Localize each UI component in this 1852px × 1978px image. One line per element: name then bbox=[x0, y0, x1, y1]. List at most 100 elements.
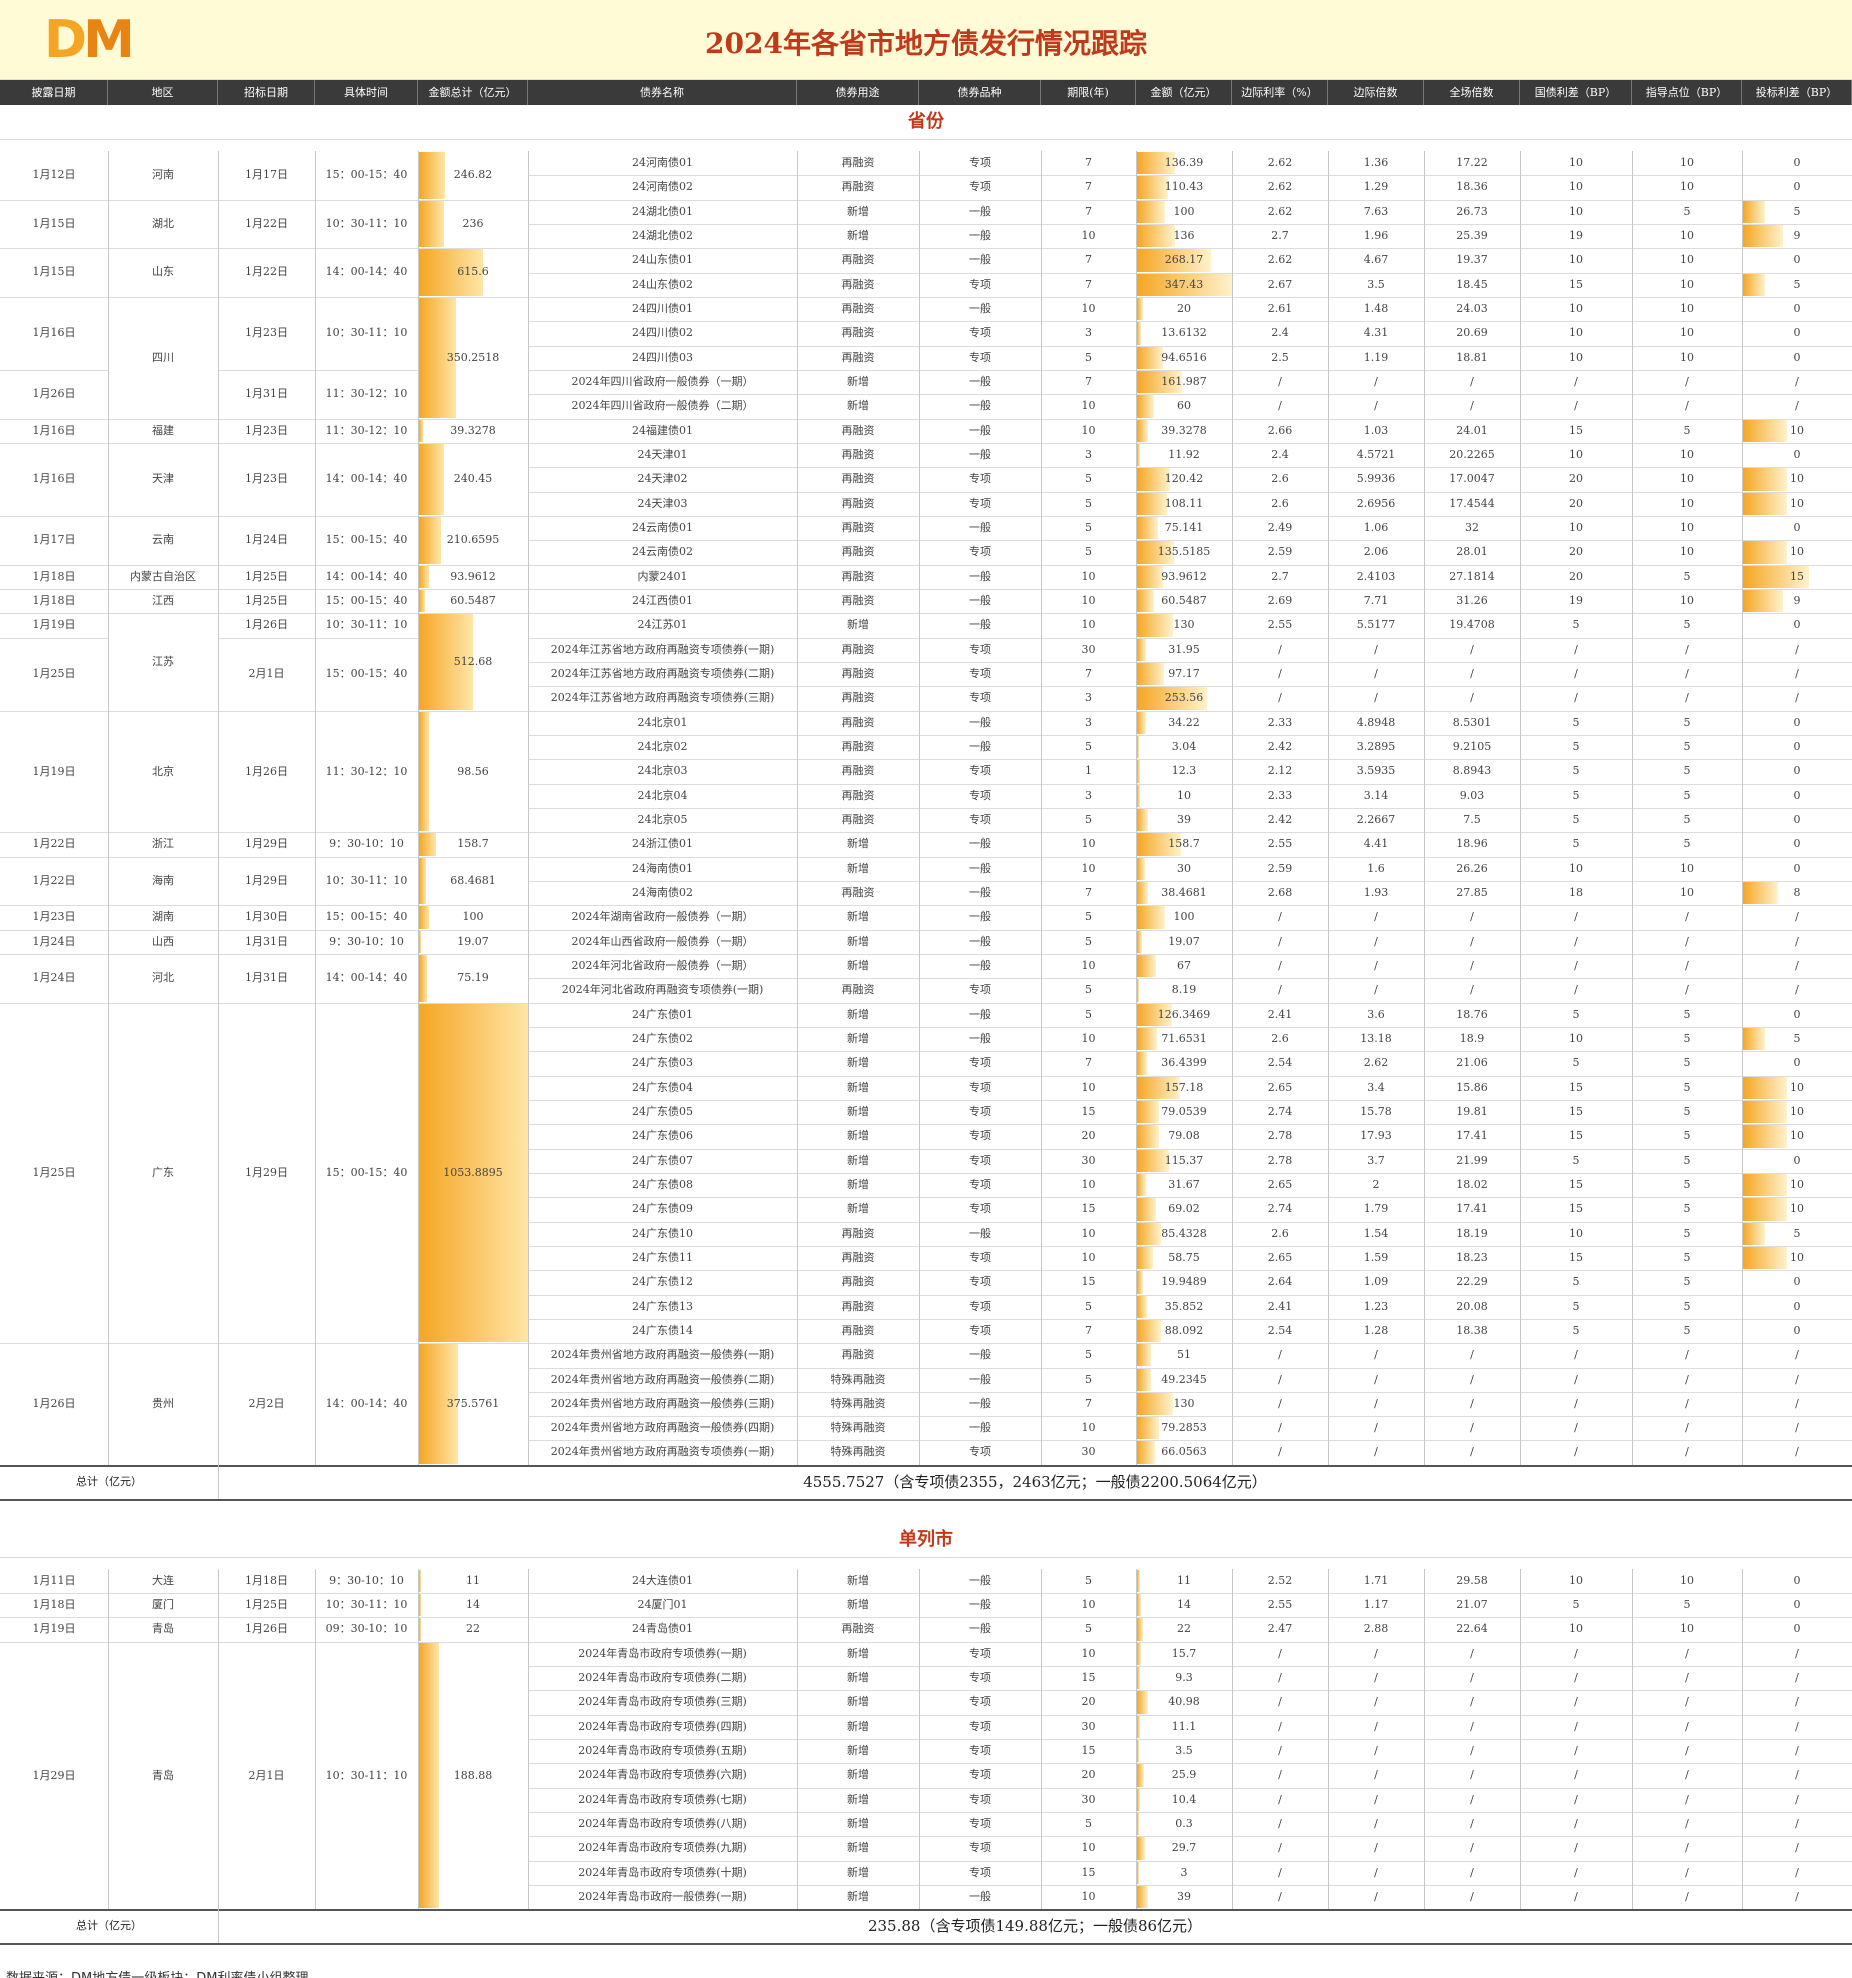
bond-type: 一般 bbox=[969, 739, 991, 753]
row-divider bbox=[218, 1002, 315, 1004]
bond-name: 24天津01 bbox=[637, 447, 688, 461]
marginal-multiple: / bbox=[1374, 1744, 1378, 1758]
guide-point: / bbox=[1685, 1348, 1689, 1362]
marginal-multiple: 1.6 bbox=[1367, 861, 1385, 875]
term-years: 7 bbox=[1085, 1396, 1092, 1410]
bid-spread: / bbox=[1795, 1372, 1799, 1386]
term-years: 1 bbox=[1085, 764, 1092, 778]
region-name: 福建 bbox=[152, 423, 174, 437]
bid-spread: / bbox=[1795, 983, 1799, 997]
region-name: 云南 bbox=[152, 532, 174, 546]
marginal-multiple: / bbox=[1374, 1768, 1378, 1782]
row-divider bbox=[218, 199, 315, 201]
marginal-rate: / bbox=[1278, 642, 1282, 656]
row-divider bbox=[218, 953, 315, 955]
marginal-multiple: / bbox=[1374, 1671, 1378, 1685]
amount: 12.3 bbox=[1171, 764, 1197, 778]
bond-use: 再融资 bbox=[841, 983, 875, 997]
region-name: 青岛 bbox=[152, 1768, 174, 1782]
marginal-rate: / bbox=[1278, 1348, 1282, 1362]
bid-spread: 10 bbox=[1790, 472, 1804, 486]
amount-bar bbox=[1137, 152, 1175, 175]
bond-use: 新增 bbox=[847, 1744, 869, 1758]
marginal-multiple: 17.93 bbox=[1360, 1129, 1392, 1143]
disclosure-date: 1月12日 bbox=[32, 168, 76, 181]
term-years: 30 bbox=[1081, 642, 1096, 656]
bond-type: 一般 bbox=[969, 301, 991, 315]
amount: 60.5487 bbox=[1161, 593, 1207, 607]
column-divider bbox=[108, 1568, 109, 1910]
marginal-rate: / bbox=[1278, 666, 1282, 680]
treasury-spread: 10 bbox=[1569, 326, 1583, 340]
auction-date: 1月22日 bbox=[245, 216, 288, 230]
guide-point: 5 bbox=[1683, 618, 1691, 632]
row-divider bbox=[315, 369, 418, 371]
amount-bar bbox=[1137, 954, 1156, 978]
bond-use: 再融资 bbox=[841, 1323, 875, 1337]
total-amount-bar bbox=[419, 565, 429, 588]
bond-name: 24广东债12 bbox=[632, 1275, 693, 1289]
treasury-spread: / bbox=[1574, 1646, 1578, 1660]
row-divider bbox=[528, 199, 1852, 201]
bond-type: 一般 bbox=[969, 1007, 991, 1021]
column-divider bbox=[1041, 1568, 1042, 1910]
row-divider bbox=[418, 199, 528, 201]
marginal-rate: 2.6 bbox=[1271, 1031, 1289, 1045]
column-header-row: 披露日期 地区 招标日期 具体时间 金额总计（亿元） 债券名称 债券用途 债券品种 期限(年) 金… bbox=[0, 80, 1852, 105]
amount: 347.43 bbox=[1164, 277, 1204, 291]
marginal-multiple: 1.19 bbox=[1363, 350, 1389, 364]
total-amount: 14 bbox=[466, 1598, 480, 1612]
bond-use: 再融资 bbox=[841, 180, 875, 194]
bond-use: 新增 bbox=[847, 861, 869, 875]
auction-time: 11：30-12：10 bbox=[325, 423, 408, 437]
bond-type: 一般 bbox=[969, 1396, 991, 1410]
disclosure-date: 1月22日 bbox=[32, 873, 76, 887]
guide-point: / bbox=[1685, 666, 1689, 680]
total-amount-bar bbox=[419, 297, 456, 418]
row-divider bbox=[528, 1617, 1852, 1619]
overall-multiple: 18.38 bbox=[1456, 1323, 1488, 1337]
total-amount-bar bbox=[419, 833, 436, 856]
bond-name: 24大连债01 bbox=[632, 1573, 693, 1587]
row-divider bbox=[108, 564, 218, 566]
bond-name: 24浙江债01 bbox=[632, 837, 693, 851]
marginal-multiple: 3.4 bbox=[1367, 1080, 1385, 1094]
bond-use: 再融资 bbox=[841, 496, 875, 510]
amount-bar bbox=[1137, 1417, 1159, 1440]
marginal-rate: / bbox=[1278, 1646, 1282, 1660]
bond-use: 再融资 bbox=[841, 277, 875, 291]
amount-bar bbox=[1137, 1246, 1154, 1270]
guide-point: 10 bbox=[1680, 156, 1694, 169]
bond-type: 一般 bbox=[969, 1348, 991, 1362]
amount-bar bbox=[1137, 808, 1148, 832]
amount: 130 bbox=[1173, 618, 1195, 632]
row-divider bbox=[528, 588, 1852, 590]
region-name: 湖南 bbox=[152, 910, 174, 924]
row-divider bbox=[218, 515, 315, 517]
region-name: 河北 bbox=[152, 970, 174, 984]
marginal-rate: / bbox=[1278, 1744, 1282, 1758]
bid-spread: / bbox=[1795, 642, 1799, 656]
overall-multiple: / bbox=[1470, 1372, 1474, 1386]
amount: 14 bbox=[1177, 1598, 1191, 1612]
guide-point: / bbox=[1685, 691, 1689, 705]
row-divider bbox=[418, 418, 528, 420]
bid-spread: / bbox=[1795, 1719, 1799, 1733]
term-years: 30 bbox=[1081, 1719, 1096, 1733]
bond-type: 一般 bbox=[969, 1573, 991, 1587]
bond-name: 24山东债02 bbox=[632, 277, 693, 291]
marginal-rate: 2.52 bbox=[1267, 1573, 1293, 1587]
row-divider bbox=[528, 1763, 1852, 1765]
bond-use: 新增 bbox=[847, 1646, 869, 1660]
bond-type: 专项 bbox=[969, 1841, 991, 1855]
disclosure-date: 1月25日 bbox=[32, 666, 76, 680]
bond-name: 2024年青岛市政府专项债券(八期) bbox=[578, 1817, 747, 1831]
bond-name: 24四川债03 bbox=[632, 350, 693, 364]
column-divider bbox=[315, 1568, 316, 1910]
auction-date: 1月31日 bbox=[245, 934, 288, 948]
row-divider bbox=[0, 296, 108, 298]
guide-point: 10 bbox=[1680, 447, 1694, 461]
bid-spread-bar bbox=[1743, 565, 1809, 588]
treasury-spread: / bbox=[1574, 1396, 1578, 1410]
total-divider bbox=[0, 1464, 1852, 1467]
